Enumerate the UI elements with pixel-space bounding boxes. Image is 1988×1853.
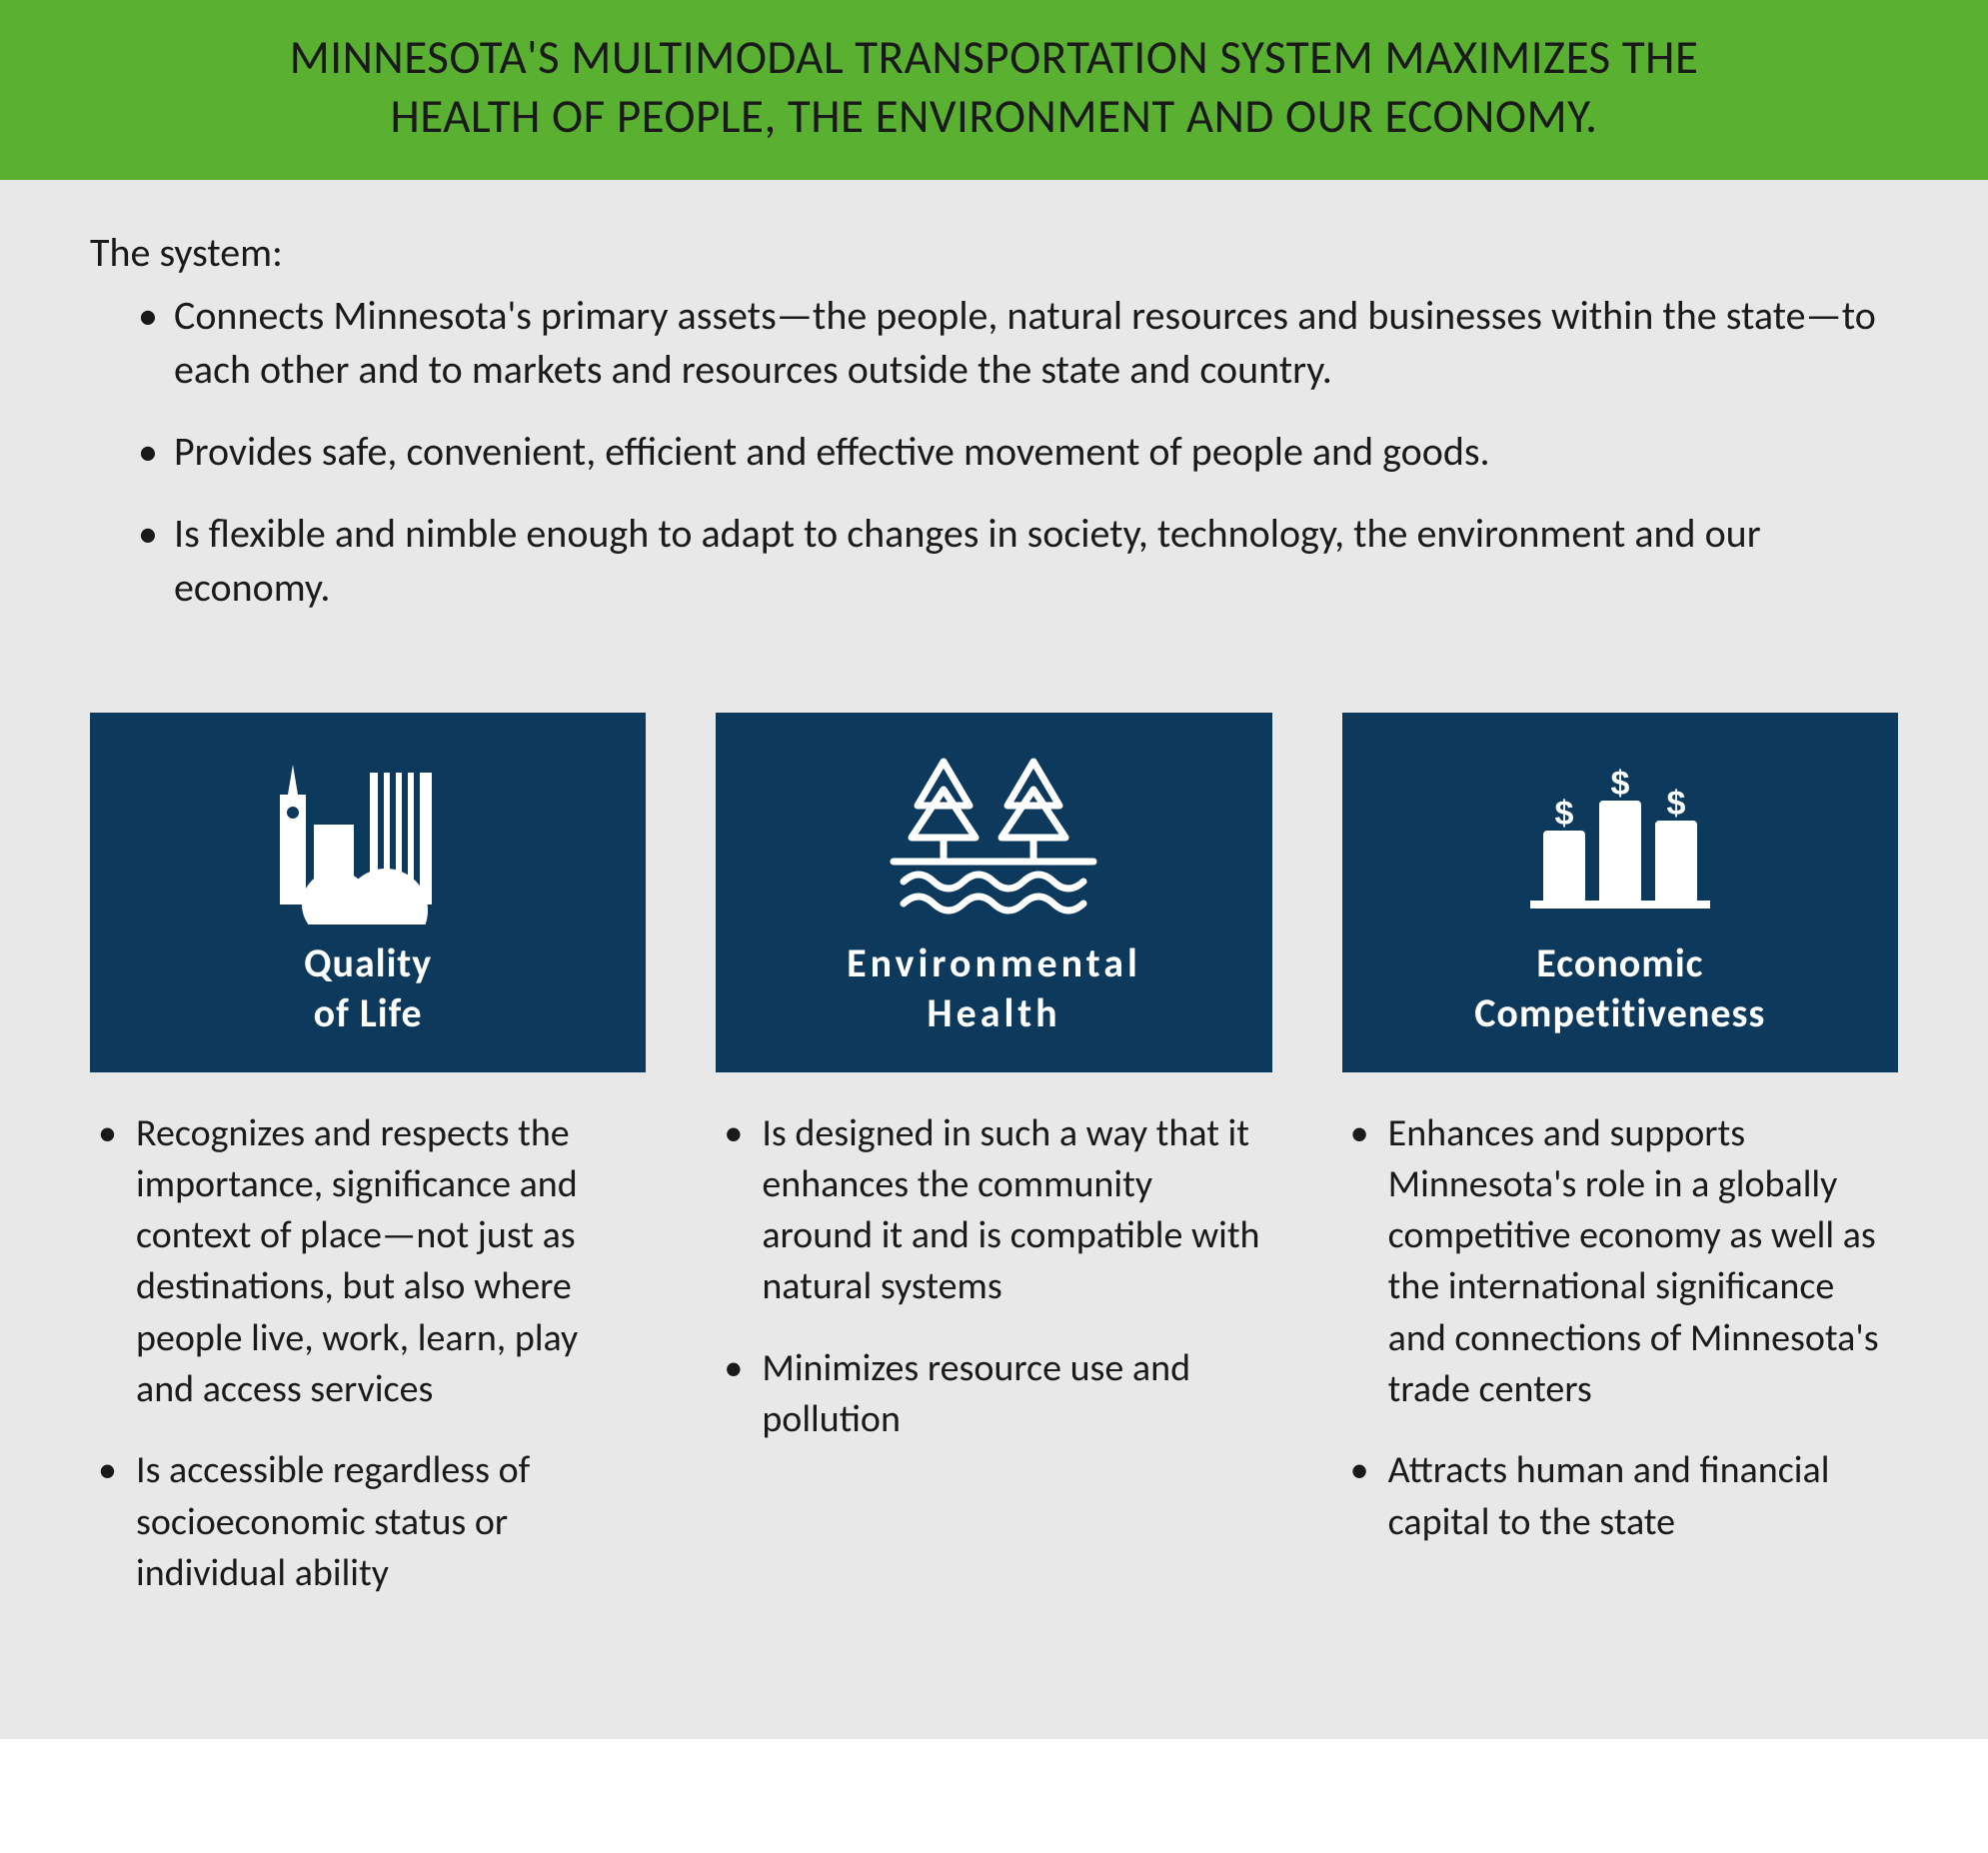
header-line2: HEALTH OF PEOPLE, THE ENVIRONMENT AND OU… <box>60 87 1928 146</box>
card-title-line2: Health <box>847 988 1141 1038</box>
column-environmental-health: Environmental Health Is designed in such… <box>716 713 1271 1630</box>
card-economic-competitiveness: $ $ $ Economic Competitiveness <box>1342 713 1898 1072</box>
column-bullet: Attracts human and financial capital to … <box>1350 1445 1890 1548</box>
column-bullet: Is accessible regardless of socioeconomi… <box>98 1445 638 1599</box>
intro-section: The system: Connects Minnesota's primary… <box>0 180 1988 683</box>
card-title-line2: Competitiveness <box>1474 988 1765 1038</box>
column-bullet: Minimizes resource use and pollution <box>724 1343 1263 1446</box>
intro-lead: The system: <box>90 228 1898 277</box>
svg-text:$: $ <box>1666 785 1685 823</box>
card-quality-of-life: Quality of Life <box>90 713 646 1072</box>
column-quality-of-life: Quality of Life Recognizes and respects … <box>90 713 646 1630</box>
intro-list: Connects Minnesota's primary assets—the … <box>90 289 1898 615</box>
city-icon <box>110 741 626 938</box>
column-bullets: Is designed in such a way that it enhanc… <box>716 1072 1271 1476</box>
column-bullet: Recognizes and respects the importance, … <box>98 1108 638 1416</box>
card-title: Economic Competitiveness <box>1474 938 1765 1038</box>
intro-bullet: Is flexible and nimble enough to adapt t… <box>138 507 1898 615</box>
card-title-line1: Quality <box>304 938 432 988</box>
column-economic-competitiveness: $ $ $ Economic Competitiveness Enhances … <box>1342 713 1898 1630</box>
card-title: Environmental Health <box>847 938 1141 1038</box>
econ-icon: $ $ $ <box>1362 741 1878 938</box>
card-environmental-health: Environmental Health <box>716 713 1271 1072</box>
trees-icon <box>736 741 1251 938</box>
card-title-line1: Economic <box>1474 938 1765 988</box>
card-title: Quality of Life <box>304 938 432 1038</box>
column-bullet: Enhances and supports Minnesota's role i… <box>1350 1108 1890 1416</box>
header-line1: MINNESOTA'S MULTIMODAL TRANSPORTATION SY… <box>60 28 1928 87</box>
column-bullets: Recognizes and respects the importance, … <box>90 1072 646 1630</box>
columns-row: Quality of Life Recognizes and respects … <box>0 683 1988 1740</box>
column-bullet: Is designed in such a way that it enhanc… <box>724 1108 1263 1313</box>
header-banner: MINNESOTA'S MULTIMODAL TRANSPORTATION SY… <box>0 0 1988 180</box>
card-title-line2: of Life <box>304 988 432 1038</box>
svg-text:$: $ <box>1554 795 1573 833</box>
infographic-page: MINNESOTA'S MULTIMODAL TRANSPORTATION SY… <box>0 0 1988 1739</box>
card-title-line1: Environmental <box>847 938 1141 988</box>
intro-bullet: Connects Minnesota's primary assets—the … <box>138 289 1898 397</box>
column-bullets: Enhances and supports Minnesota's role i… <box>1342 1072 1898 1578</box>
svg-text:$: $ <box>1610 765 1629 803</box>
intro-bullet: Provides safe, convenient, efficient and… <box>138 425 1898 479</box>
